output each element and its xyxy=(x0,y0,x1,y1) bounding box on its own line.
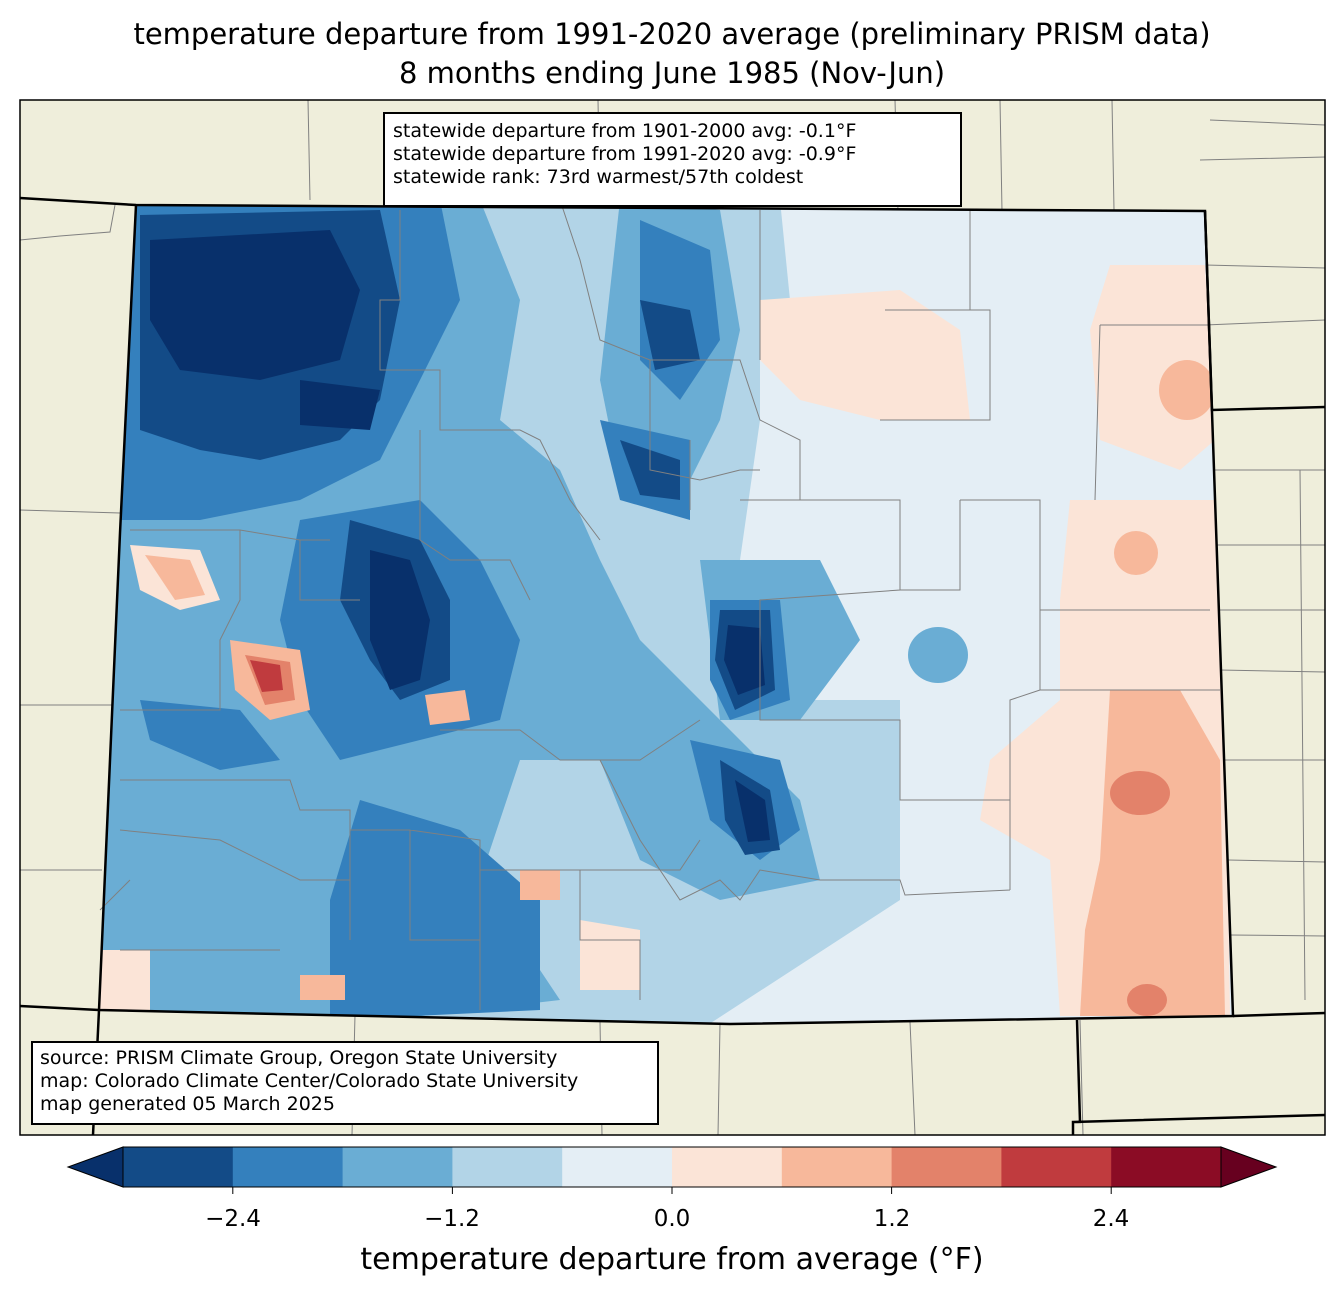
map-title: temperature departure from 1991-2020 ave… xyxy=(133,17,1211,51)
oklahoma-border-east xyxy=(1232,1011,1326,1018)
generated-date-line: map generated 05 March 2025 xyxy=(40,1093,335,1115)
colorbar-tick-label: 1.2 xyxy=(873,1206,911,1232)
nebraska-border xyxy=(1203,210,1326,412)
oklahoma-panhandle-border xyxy=(1071,1019,1326,1135)
colorbar-label: temperature departure from average (°F) xyxy=(360,1242,984,1277)
map-subtitle: 8 months ending June 1985 (Nov-Jun) xyxy=(398,56,946,90)
map-credit-line: map: Colorado Climate Center/Colorado St… xyxy=(40,1070,579,1092)
map-frame xyxy=(19,99,1326,1136)
statewide-stats-box: statewide departure from 1901-2000 avg: … xyxy=(383,112,962,207)
colorbar-tick-label: 0.0 xyxy=(653,1206,691,1232)
stats-line-1900-avg: statewide departure from 1901-2000 avg: … xyxy=(393,120,857,142)
source-line: source: PRISM Climate Group, Oregon Stat… xyxy=(40,1047,558,1069)
source-box: source: PRISM Climate Group, Oregon Stat… xyxy=(31,1041,659,1125)
stats-line-1991-avg: statewide departure from 1991-2020 avg: … xyxy=(393,143,857,165)
colorbar-tick-label: −2.4 xyxy=(205,1206,261,1232)
colorbar-tick-label: −1.2 xyxy=(424,1206,480,1232)
colorbar-tick-label: 2.4 xyxy=(1092,1206,1130,1232)
departure-contour-field xyxy=(99,205,1233,1024)
stats-line-rank: statewide rank: 73rd warmest/57th coldes… xyxy=(393,166,804,188)
